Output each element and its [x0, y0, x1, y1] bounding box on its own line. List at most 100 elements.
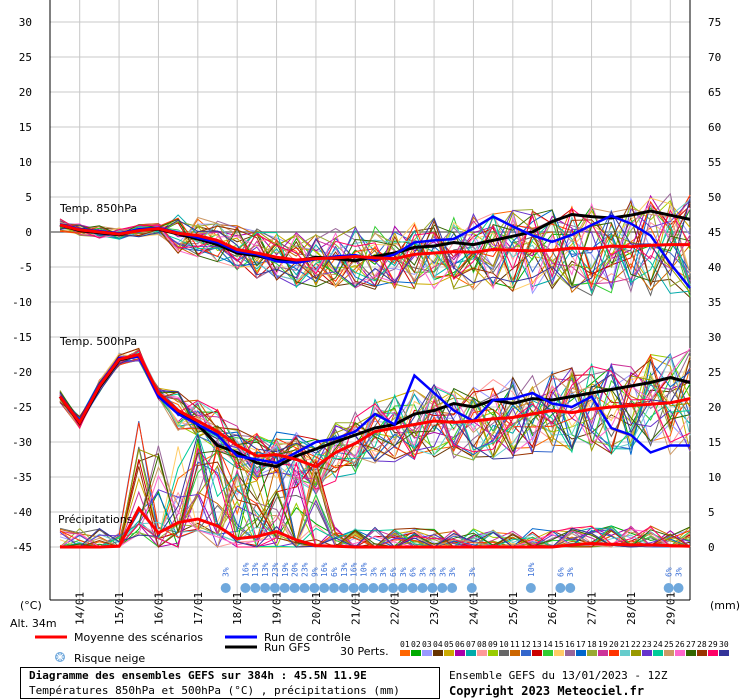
pert-id-label: 16 [565, 640, 575, 649]
pert-swatch [455, 650, 465, 656]
perturbation-line [59, 355, 691, 495]
left-tick-label: -20 [12, 366, 32, 379]
snowflake-dot [338, 583, 349, 593]
snowflake-dot [368, 583, 379, 593]
right-tick-label: 25 [708, 366, 721, 379]
snow-percent-label: 3% [222, 567, 231, 577]
pert-id-label: 12 [521, 640, 531, 649]
perturbation-line [59, 209, 691, 288]
pert-swatch [466, 650, 476, 656]
main-series [58, 209, 691, 549]
snow-percent-label: 6% [556, 567, 565, 577]
pert-swatch [499, 650, 509, 656]
pert-legend: 01 02 03 04 05 06 07 08 09 10 11 12 13 14 15 16 17 18 19 20… [400, 640, 729, 656]
left-tick-label: 25 [19, 51, 32, 64]
snowflake-icon [368, 583, 379, 593]
x-tick-label: 27/01 [586, 592, 599, 625]
snow-percent-label: 13% [340, 562, 349, 577]
snowflake-icon [565, 583, 576, 593]
footer-title-box: Diagramme des ensembles GEFS sur 384h : … [20, 667, 440, 699]
pert-id-label: 08 [477, 640, 487, 649]
snowflake-dot [407, 583, 418, 593]
perturbation-line [59, 207, 691, 287]
snow-percent-label: 10% [360, 562, 369, 577]
x-tick-label: 26/01 [546, 592, 559, 625]
snow-percent-label: 13% [261, 562, 270, 577]
snowflake-dot [663, 583, 674, 593]
pert-id-label: 21 [620, 640, 630, 649]
snowflake-dot [319, 583, 330, 593]
perturbation-line [59, 347, 691, 493]
legend-gfs-label: Run GFS [264, 641, 310, 654]
x-tick-label: 19/01 [271, 592, 284, 625]
x-tick-label: 21/01 [349, 592, 362, 625]
snowflake-dot [269, 583, 280, 593]
pert-swatch [444, 650, 454, 656]
pert-id-label: 06 [455, 640, 465, 649]
altitude-label: Alt. 34m [10, 617, 57, 630]
snowflake-dot [279, 583, 290, 593]
snowflake-dot [220, 583, 231, 593]
snowflake-icon [555, 583, 566, 593]
snowflake-icon [260, 583, 271, 593]
perturbation-line [59, 449, 691, 549]
snow-percent-label: 3% [438, 567, 447, 577]
x-tick-label: 24/01 [467, 592, 480, 625]
x-tick-label: 28/01 [625, 592, 638, 625]
left-axis: 30 25 20 15 10 5 0 -5 -10 -15 -20 -25 -30 -35 -40 -45 [12, 16, 32, 554]
snowflake-dot [555, 583, 566, 593]
snow-percent-label: 23% [271, 562, 280, 577]
copyright: Copyright 2023 Meteociel.fr [449, 684, 645, 698]
section-label-850: Temp. 850hPa [59, 202, 137, 215]
snow-percent-label: 3% [675, 567, 684, 577]
pert-id-label: 23 [642, 640, 652, 649]
right-tick-label: 5 [708, 506, 715, 519]
pert-swatch [543, 650, 553, 656]
left-tick-label: -30 [12, 436, 32, 449]
perturbation-line [59, 450, 691, 548]
snowflake-icon [397, 583, 408, 593]
legend-snow-label: Risque neige [74, 652, 145, 665]
snowflake-dot [525, 583, 536, 593]
pert-id-label: 15 [554, 640, 564, 649]
snowflake-dot [437, 583, 448, 593]
series-500hPa-moyenne-des-sc-narios [58, 352, 691, 469]
snowflake-icon [358, 583, 369, 593]
snowflake-icon [279, 583, 290, 593]
snow-percent-label: 6% [665, 567, 674, 577]
left-tick-label: 15 [19, 121, 32, 134]
right-tick-label: 35 [708, 296, 721, 309]
snow-percent-label: 3% [419, 567, 428, 577]
pert-id-label: 25 [664, 640, 674, 649]
pert-id-label: 14 [543, 640, 553, 649]
snow-percent-label: 3% [399, 567, 408, 577]
pert-swatch [697, 650, 707, 656]
run-info: Ensemble GEFS du 13/01/2023 - 12Z [449, 669, 668, 682]
right-tick-label: 75 [708, 16, 721, 29]
snowflake-icon [299, 583, 310, 593]
snow-percent-label: 23% [300, 562, 309, 577]
pert-id-label: 10 [499, 640, 509, 649]
snowflake-icon [55, 652, 65, 662]
snowflake-icon [309, 583, 320, 593]
snow-percent-label: 9% [310, 567, 319, 577]
pert-id-label: 27 [686, 640, 696, 649]
snowflake-icon [378, 583, 389, 593]
pert-swatch [477, 650, 487, 656]
snow-percent-label: 16% [320, 562, 329, 577]
x-tick-label: 15/01 [113, 592, 126, 625]
perturbation-line [59, 199, 691, 293]
pert-swatch [598, 650, 608, 656]
left-tick-label: 30 [19, 16, 32, 29]
perturbation-line [59, 354, 691, 463]
pert-swatch [719, 650, 729, 656]
pert-swatch [620, 650, 630, 656]
pert-swatch [400, 650, 410, 656]
pert-swatch [686, 650, 696, 656]
pert-swatch [708, 650, 718, 656]
snowflake-dot [447, 583, 458, 593]
pert-swatch [488, 650, 498, 656]
snow-percent-label: 6% [409, 567, 418, 577]
pert-swatch [653, 650, 663, 656]
